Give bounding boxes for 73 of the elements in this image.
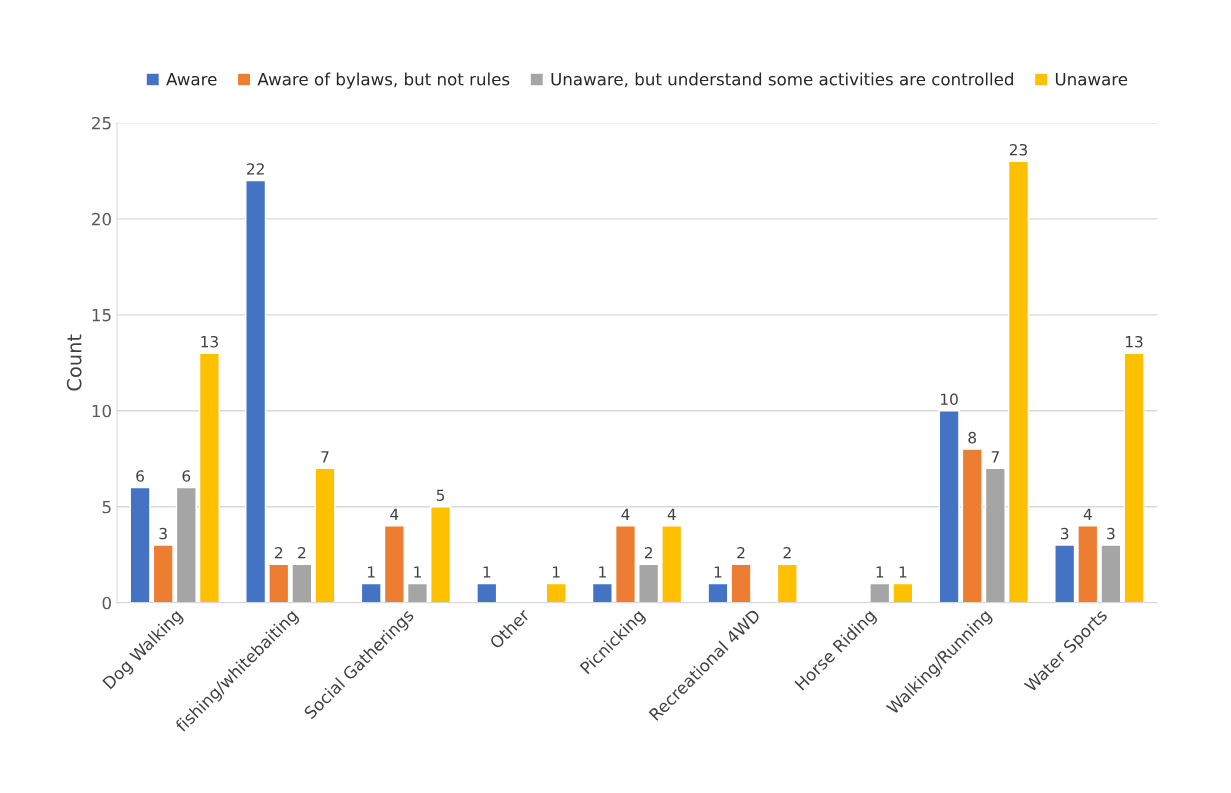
data-label: 23 — [1009, 144, 1027, 156]
bar — [360, 582, 382, 603]
data-label: 6 — [182, 470, 191, 482]
data-label: 5 — [436, 489, 445, 501]
data-label: 1 — [368, 566, 375, 578]
bar — [175, 486, 197, 603]
y-tick-label: 10 — [92, 404, 111, 418]
data-label: 2 — [644, 547, 652, 559]
data-label: 1 — [876, 566, 884, 578]
data-label: 1 — [599, 566, 606, 578]
bar — [245, 179, 267, 603]
y-tick-label: 5 — [102, 500, 111, 514]
bar — [1007, 160, 1029, 603]
data-label: 3 — [1060, 527, 1069, 540]
bar — [638, 563, 660, 603]
bar — [938, 410, 960, 603]
bar — [430, 506, 452, 603]
data-label: 3 — [1107, 527, 1115, 540]
data-label: 8 — [968, 431, 977, 444]
bar — [314, 467, 336, 603]
bar — [1054, 544, 1076, 603]
bar — [1077, 525, 1099, 603]
bar — [198, 352, 220, 603]
y-tick-label: 25 — [92, 116, 111, 130]
data-label: 7 — [321, 451, 329, 463]
y-tick-label: 0 — [102, 596, 111, 610]
data-label: 2 — [298, 547, 306, 559]
bar — [268, 563, 290, 603]
data-label: 4 — [667, 508, 676, 520]
legend-label: Unaware, but understand some activities are controlled — [551, 72, 1013, 88]
data-label: 13 — [1125, 335, 1143, 348]
bar — [984, 467, 1006, 603]
bar — [961, 448, 983, 603]
data-label: 1 — [899, 566, 907, 578]
legend-label: Unaware — [1055, 73, 1128, 86]
bar — [614, 525, 637, 603]
y-tick-label: 15 — [92, 309, 111, 322]
data-label: 4 — [390, 508, 399, 520]
bar — [291, 563, 313, 603]
data-label: 7 — [991, 451, 999, 463]
data-label: 6 — [136, 470, 144, 482]
data-label: 2 — [783, 547, 791, 559]
data-label: 10 — [941, 393, 958, 406]
data-label: 13 — [201, 335, 218, 348]
bar — [406, 582, 428, 603]
bar — [892, 582, 914, 603]
bar — [383, 525, 405, 603]
data-label: 4 — [621, 508, 630, 520]
legend-label: Aware — [166, 73, 217, 86]
bar — [707, 582, 729, 603]
data-label: 1 — [483, 566, 491, 578]
data-label: 1 — [714, 566, 722, 578]
bar — [1123, 352, 1145, 603]
bar — [661, 525, 683, 603]
data-label: 22 — [247, 163, 264, 175]
data-label: 1 — [552, 566, 560, 578]
data-label: 3 — [159, 527, 167, 540]
data-label: 1 — [414, 566, 421, 578]
bar — [545, 582, 567, 603]
bar — [730, 563, 752, 603]
bar — [476, 582, 498, 603]
data-label: 4 — [1083, 508, 1092, 520]
bar — [869, 582, 891, 603]
data-label: 2 — [275, 547, 283, 559]
legend-label: Aware of bylaws, but not rules — [257, 72, 510, 89]
bar — [152, 544, 174, 603]
y-tick-label: 20 — [92, 212, 111, 226]
bar — [129, 486, 151, 603]
y-axis-title: Count — [66, 334, 82, 391]
bar — [776, 563, 798, 603]
bar — [591, 582, 613, 603]
bar — [1100, 544, 1122, 603]
data-label: 2 — [737, 547, 745, 559]
